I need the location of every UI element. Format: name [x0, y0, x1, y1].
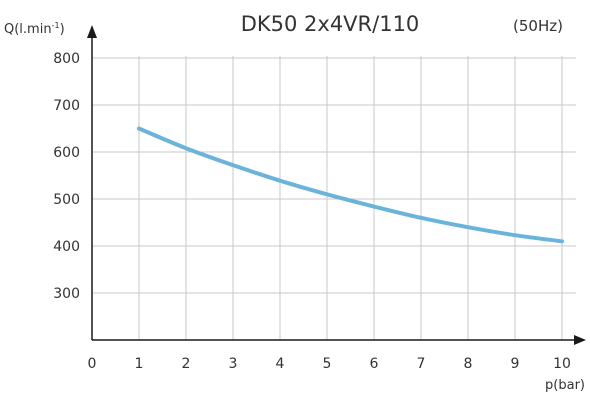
x-tick-label: 4 [276, 356, 285, 372]
y-tick-label: 300 [53, 286, 80, 302]
y-axis-label-sup: -1 [52, 21, 60, 30]
x-axis-arrow [574, 335, 586, 345]
chart-subtitle: (50Hz) [513, 17, 563, 35]
x-tick-label: 0 [88, 356, 97, 372]
x-tick-label: 8 [464, 356, 473, 372]
x-axis-label: p(bar) [545, 378, 585, 393]
x-tick-label: 1 [135, 356, 144, 372]
y-tick-label: 700 [53, 98, 80, 114]
y-axis-arrow [87, 25, 97, 38]
x-tick-label: 5 [323, 356, 332, 372]
y-tick-label: 500 [53, 192, 80, 208]
x-tick-label: 10 [553, 356, 571, 372]
grid [92, 56, 576, 340]
y-tick-label: 600 [53, 145, 80, 161]
x-tick-label: 7 [417, 356, 426, 372]
chart-title: DK50 2x4VR/110 [241, 12, 420, 36]
x-tick-label: 9 [511, 356, 520, 372]
tick-labels: 0 1 2 3 4 5 6 7 8 9 10 300 400 500 600 700 800 [53, 51, 571, 372]
y-axis-label-close: ) [60, 22, 65, 37]
y-tick-label: 400 [53, 239, 80, 255]
x-tick-label: 2 [182, 356, 191, 372]
x-tick-label: 3 [229, 356, 238, 372]
series-line [137, 126, 564, 244]
y-axis-label-main: Q(l.min [4, 22, 52, 37]
y-tick-label: 800 [53, 51, 80, 67]
x-tick-label: 6 [370, 356, 379, 372]
y-axis-label: Q(l.min-1) [4, 21, 65, 37]
series [137, 126, 564, 244]
